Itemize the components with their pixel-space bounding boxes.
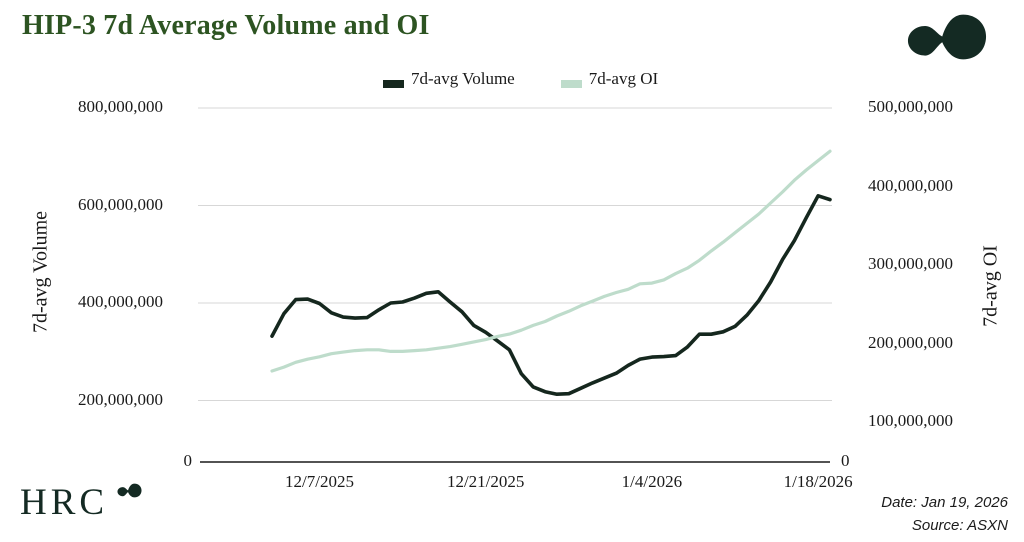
right-axis-tick: 100,000,000 <box>868 411 953 430</box>
x-axis-tick: 1/4/2026 <box>621 472 683 491</box>
x-axis-tick: 12/7/2025 <box>285 472 354 491</box>
right-axis-tick: 0 <box>841 451 850 470</box>
right-axis-tick: 400,000,000 <box>868 175 953 195</box>
left-axis-tick: 800,000,000 <box>78 97 163 116</box>
brand-logo-icon <box>117 483 142 498</box>
right-axis-title: 7d-avg OI <box>979 245 1002 327</box>
right-axis-tick: 500,000,000 <box>868 97 953 116</box>
oi-line <box>270 149 832 373</box>
brand-wordmark: HRC <box>20 483 108 523</box>
legend: 7d-avg Volume 7d-avg OI <box>383 60 658 90</box>
volume-line <box>270 194 832 397</box>
right-axis-tick: 300,000,000 <box>868 254 953 273</box>
left-axis-tick: 600,000,000 <box>78 194 163 214</box>
chart-title: HIP-3 7d Average Volume and OI <box>22 10 430 41</box>
legend-label-oi: 7d-avg OI <box>588 69 659 88</box>
legend-label-volume: 7d-avg Volume <box>411 69 515 88</box>
volume-swatch-icon <box>383 80 404 88</box>
left-axis-tick: 200,000,000 <box>78 389 163 409</box>
right-axis-tick: 200,000,000 <box>868 332 953 352</box>
oi-swatch-icon <box>560 80 582 88</box>
brand-text: HRC <box>20 482 109 523</box>
left-axis-tick: 400,000,000 <box>78 292 163 311</box>
left-axis-title: 7d-avg Volume <box>29 210 52 334</box>
date-note: Date: Jan 19, 2026 <box>881 494 1008 511</box>
left-axis-tick: 0 <box>183 451 193 470</box>
x-axis-tick: 1/18/2026 <box>783 472 853 491</box>
company-logo-icon <box>907 14 987 60</box>
source-note: Source: ASXN <box>911 517 1008 534</box>
legend-item-volume: 7d-avg Volume <box>383 68 515 90</box>
legend-item-oi: 7d-avg OI <box>560 68 659 90</box>
x-axis-tick: 12/21/2025 <box>446 472 525 491</box>
